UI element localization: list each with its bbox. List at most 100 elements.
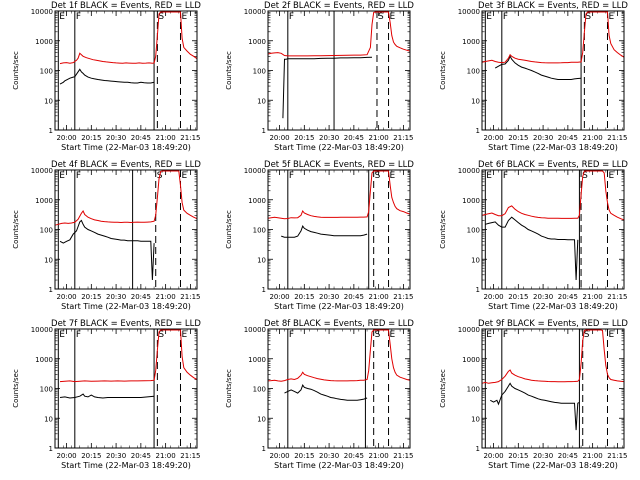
y-tick-label: 1 (262, 127, 266, 135)
x-tick-label: 21:15 (180, 293, 200, 301)
events-series-line (284, 384, 368, 401)
y-tick-label: 10000 (458, 167, 480, 175)
events-series-line (59, 68, 155, 85)
x-tick-label: 21:15 (393, 134, 413, 142)
y-tick-label: 100 (40, 227, 53, 235)
event-marker-label: F (289, 12, 294, 22)
event-marker-label: S (585, 12, 591, 22)
x-tick-label: 20:00 (56, 293, 76, 301)
x-tick-label: 20:45 (344, 293, 364, 301)
x-tick-label: 20:15 (294, 452, 314, 460)
y-tick-label: 10 (44, 415, 53, 423)
panel-title: Det 5f BLACK = Events, RED = LLD (264, 160, 414, 170)
x-tick-label: 20:15 (508, 134, 528, 142)
x-tick-label: 21:00 (583, 452, 603, 460)
event-marker-label: E (181, 330, 187, 340)
y-tick-label: 10000 (244, 167, 266, 175)
panel-title: Det 6f BLACK = Events, RED = LLD (478, 160, 628, 170)
detector-panel-5: Det 5f BLACK = Events, RED = LLD Counts/s… (225, 160, 414, 311)
y-tick-label: 10000 (244, 326, 266, 334)
x-tick-label: 21:15 (607, 452, 627, 460)
y-tick-label: 1000 (248, 38, 266, 46)
y-tick-label: 10 (257, 415, 266, 423)
event-marker-label: E (390, 12, 396, 22)
y-tick-label: 100 (467, 68, 480, 76)
x-tick-label: 20:00 (483, 293, 503, 301)
lld-series-line (59, 329, 198, 383)
lld-series-line (267, 11, 411, 57)
y-tick-label: 1 (262, 286, 266, 294)
plot-frame (481, 169, 625, 290)
x-tick-label: 21:00 (583, 293, 603, 301)
y-tick-label: 100 (467, 386, 480, 394)
y-tick-label: 1000 (35, 197, 53, 205)
y-tick-label: 100 (467, 227, 480, 235)
event-marker-label: E (390, 171, 396, 181)
y-tick-label: 1000 (462, 38, 480, 46)
event-marker-label: E (390, 330, 396, 340)
y-tick-label: 1 (49, 445, 53, 453)
y-tick-label: 10 (257, 256, 266, 264)
y-tick-label: 10 (44, 97, 53, 105)
lld-series-line (54, 170, 198, 226)
x-axis-label: Start Time (22-Mar-03 18:49:20) (488, 461, 618, 470)
x-tick-label: 21:00 (369, 293, 389, 301)
events-series-line (59, 219, 155, 281)
x-tick-label: 20:15 (508, 452, 528, 460)
x-tick-label: 20:45 (344, 452, 364, 460)
y-tick-label: 10000 (31, 326, 53, 334)
event-marker-label: E (181, 12, 187, 22)
x-tick-label: 20:45 (344, 134, 364, 142)
events-series-line (282, 56, 373, 119)
y-tick-label: 10 (44, 256, 53, 264)
y-tick-label: 1000 (35, 356, 53, 364)
y-axis-label: Counts/sec (225, 210, 233, 249)
x-axis-label: Start Time (22-Mar-03 18:49:20) (274, 143, 404, 152)
y-tick-label: 10 (471, 97, 480, 105)
lld-series-line (481, 170, 625, 221)
event-marker-label: S (375, 171, 381, 181)
lld-series-line (59, 11, 198, 65)
x-tick-label: 21:00 (583, 134, 603, 142)
y-axis-label: Counts/sec (439, 51, 447, 90)
event-marker-label: S (582, 171, 588, 181)
event-marker-label: F (76, 171, 81, 181)
y-tick-label: 1 (49, 127, 53, 135)
lld-series-line (267, 170, 411, 220)
events-series-line (494, 55, 582, 80)
y-tick-label: 1 (476, 286, 480, 294)
y-tick-label: 1 (476, 127, 480, 135)
y-tick-label: 1000 (248, 356, 266, 364)
lld-series-line (481, 329, 625, 384)
x-tick-label: 20:00 (56, 452, 76, 460)
x-tick-label: 20:30 (319, 293, 339, 301)
y-axis-label: Counts/sec (12, 210, 20, 249)
y-axis-label: Counts/sec (439, 369, 447, 408)
x-tick-label: 20:45 (131, 452, 151, 460)
y-axis-label: Counts/sec (225, 51, 233, 90)
detector-panel-9: Det 9f BLACK = Events, RED = LLD Counts/s… (439, 319, 628, 470)
events-series-line (59, 393, 155, 399)
x-tick-label: 20:15 (508, 293, 528, 301)
y-axis-label: Counts/sec (225, 369, 233, 408)
x-tick-label: 20:30 (106, 134, 126, 142)
plot-frame (267, 10, 411, 131)
detector-panel-2: Det 2f BLACK = Events, RED = LLD Counts/s… (225, 1, 414, 152)
x-tick-label: 20:15 (81, 134, 101, 142)
plot-frame (481, 10, 625, 131)
event-marker-label: E (608, 330, 614, 340)
panel-title: Det 3f BLACK = Events, RED = LLD (478, 1, 628, 11)
y-tick-label: 100 (253, 227, 266, 235)
event-marker-label: S (158, 12, 164, 22)
y-tick-label: 1000 (35, 38, 53, 46)
detector-panel-3: Det 3f BLACK = Events, RED = LLD Counts/s… (439, 1, 628, 152)
y-axis-label: Counts/sec (12, 51, 20, 90)
plot-frame (54, 328, 198, 449)
event-marker-label: S (158, 330, 164, 340)
x-axis-label: Start Time (22-Mar-03 18:49:20) (488, 143, 618, 152)
event-marker-label: E (608, 171, 614, 181)
x-tick-label: 21:00 (156, 134, 176, 142)
event-marker-label: E (59, 330, 65, 340)
x-tick-label: 21:00 (156, 452, 176, 460)
